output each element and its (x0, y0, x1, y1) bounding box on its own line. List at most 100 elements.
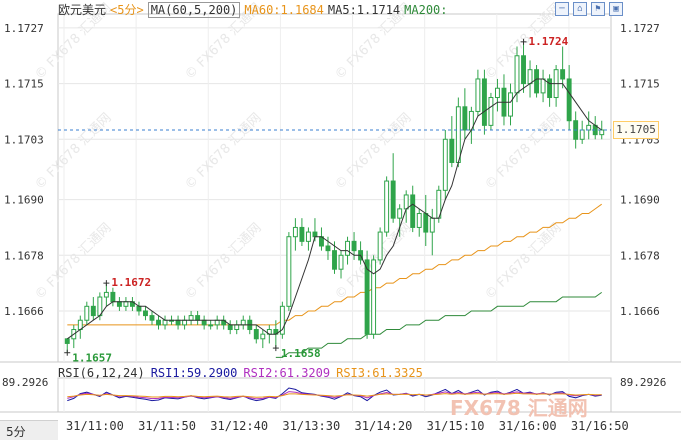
rsi-header: RSI(6,12,24) RSI1:59.2900 RSI2:61.3209 RSI3… (58, 366, 429, 380)
candle-body (508, 92, 513, 117)
rsi2-value: RSI2:61.3209 (243, 366, 331, 380)
candle-body (116, 301, 122, 307)
candle-body (345, 240, 350, 256)
x-tick-label: 31/11:50 (138, 419, 196, 433)
ma200-value: MA200: (404, 3, 448, 17)
candle-body (182, 319, 188, 326)
line-tool-icon[interactable]: ─ (555, 2, 569, 16)
rsi-params-label[interactable]: RSI(6,12,24) (58, 366, 145, 380)
annotation-label: 1.1724 (529, 35, 569, 48)
candle-body (547, 78, 553, 99)
candle-body (175, 319, 181, 326)
candle-body (397, 208, 403, 219)
candle-body (136, 305, 142, 312)
y-tick-label-right: 1.1666 (620, 305, 660, 318)
candle-body (481, 78, 487, 126)
y-tick-label-left: 1.1690 (4, 194, 44, 207)
interval-label[interactable]: <5分> (110, 3, 144, 17)
candle-body (162, 319, 168, 326)
candle-body (540, 78, 546, 94)
candle-body (84, 305, 90, 321)
ma5-value: MA5:1.1714 (327, 3, 401, 17)
candle-body (90, 305, 96, 317)
candle-body (377, 231, 383, 261)
candle-body (527, 69, 533, 85)
candle-body (110, 291, 116, 303)
candle-body (299, 226, 305, 242)
candle-body (332, 250, 337, 270)
candle-body (214, 319, 220, 326)
candle-body (286, 236, 292, 307)
rsi1-value: RSI1:59.2900 (150, 366, 238, 380)
pair-label: 欧元美元 (58, 3, 107, 17)
candle-body (338, 254, 344, 270)
y-tick-label-right: 1.1715 (620, 78, 660, 91)
y-tick-label-right: 1.1690 (620, 194, 660, 207)
y-tick-label-left: 1.1666 (4, 305, 44, 318)
rsi3-value: RSI3:61.3325 (336, 366, 423, 380)
candle-body (143, 310, 148, 317)
y-tick-label-left: 1.1715 (4, 78, 44, 91)
candle-body (103, 291, 109, 298)
ma-params-label[interactable]: MA(60,5,200) (147, 2, 241, 18)
candle-body (475, 78, 481, 112)
x-tick-label: 31/16:00 (499, 419, 557, 433)
candle-body (521, 55, 526, 85)
candle-body (390, 180, 396, 219)
chart-toolbar: ─ ⌂ ⚑ ▣ (555, 2, 623, 16)
rsi3-line (67, 392, 602, 398)
candle-body (442, 138, 448, 191)
candle-body (64, 338, 70, 344)
home-icon[interactable]: ⌂ (573, 2, 587, 16)
y-tick-label-left: 1.1727 (4, 22, 44, 35)
interval-selector-label: 5分 (6, 425, 26, 439)
annotation-label: 1.1658 (281, 347, 321, 360)
candle-body (240, 319, 246, 326)
candle-body (462, 106, 468, 131)
rsi1-line (67, 387, 602, 402)
rsi-plot-frame (57, 377, 612, 413)
candle-body (384, 180, 390, 233)
x-tick-label: 31/11:00 (66, 419, 124, 433)
candle-body (201, 319, 207, 326)
candle-body (364, 259, 370, 335)
x-tick-label: 31/15:10 (427, 419, 485, 433)
candle-body (195, 315, 201, 321)
x-tick-label: 31/12:40 (210, 419, 268, 433)
y-tick-label-right: 1.1727 (620, 22, 660, 35)
candle-body (488, 97, 494, 126)
candle-body (234, 324, 240, 331)
rsi2-line (67, 391, 602, 400)
watermark-logo: FX678 汇通网 (450, 396, 588, 420)
rsi-max-left: 89.2926 (2, 376, 48, 389)
ma200-line (275, 291, 602, 358)
window-icon[interactable]: ▣ (609, 2, 623, 16)
candle-body (149, 315, 155, 321)
candle-body (514, 55, 520, 94)
candle-body (449, 138, 455, 163)
chart-header: 欧元美元 <5分> MA(60,5,200) MA60:1.1684 MA5:1.171… (58, 1, 452, 18)
y-tick-label-left: 1.1703 (4, 133, 44, 146)
candle-body (403, 194, 409, 210)
candle-body (371, 259, 377, 335)
y-tick-label-left: 1.1678 (4, 249, 44, 262)
candle-body (156, 319, 161, 326)
candle-body (560, 69, 566, 80)
candle-body (586, 124, 592, 131)
x-tick-label: 31/16:50 (571, 419, 629, 433)
interval-selector[interactable]: 5分 (0, 420, 58, 440)
candle-body (208, 324, 214, 327)
candle-body (599, 129, 605, 136)
candle-body (566, 78, 572, 122)
candle-body (123, 301, 129, 307)
candle-body (312, 231, 318, 238)
last-price-box: 1.1705 (613, 121, 659, 139)
annotation-label: 1.1657 (72, 352, 112, 365)
candle-body (494, 87, 500, 99)
rsi-max-right: 89.2926 (620, 376, 666, 389)
candle-body (534, 69, 540, 94)
annotation-label: 1.1672 (111, 276, 151, 289)
flag-icon[interactable]: ⚑ (591, 2, 605, 16)
candle-body (227, 324, 233, 331)
